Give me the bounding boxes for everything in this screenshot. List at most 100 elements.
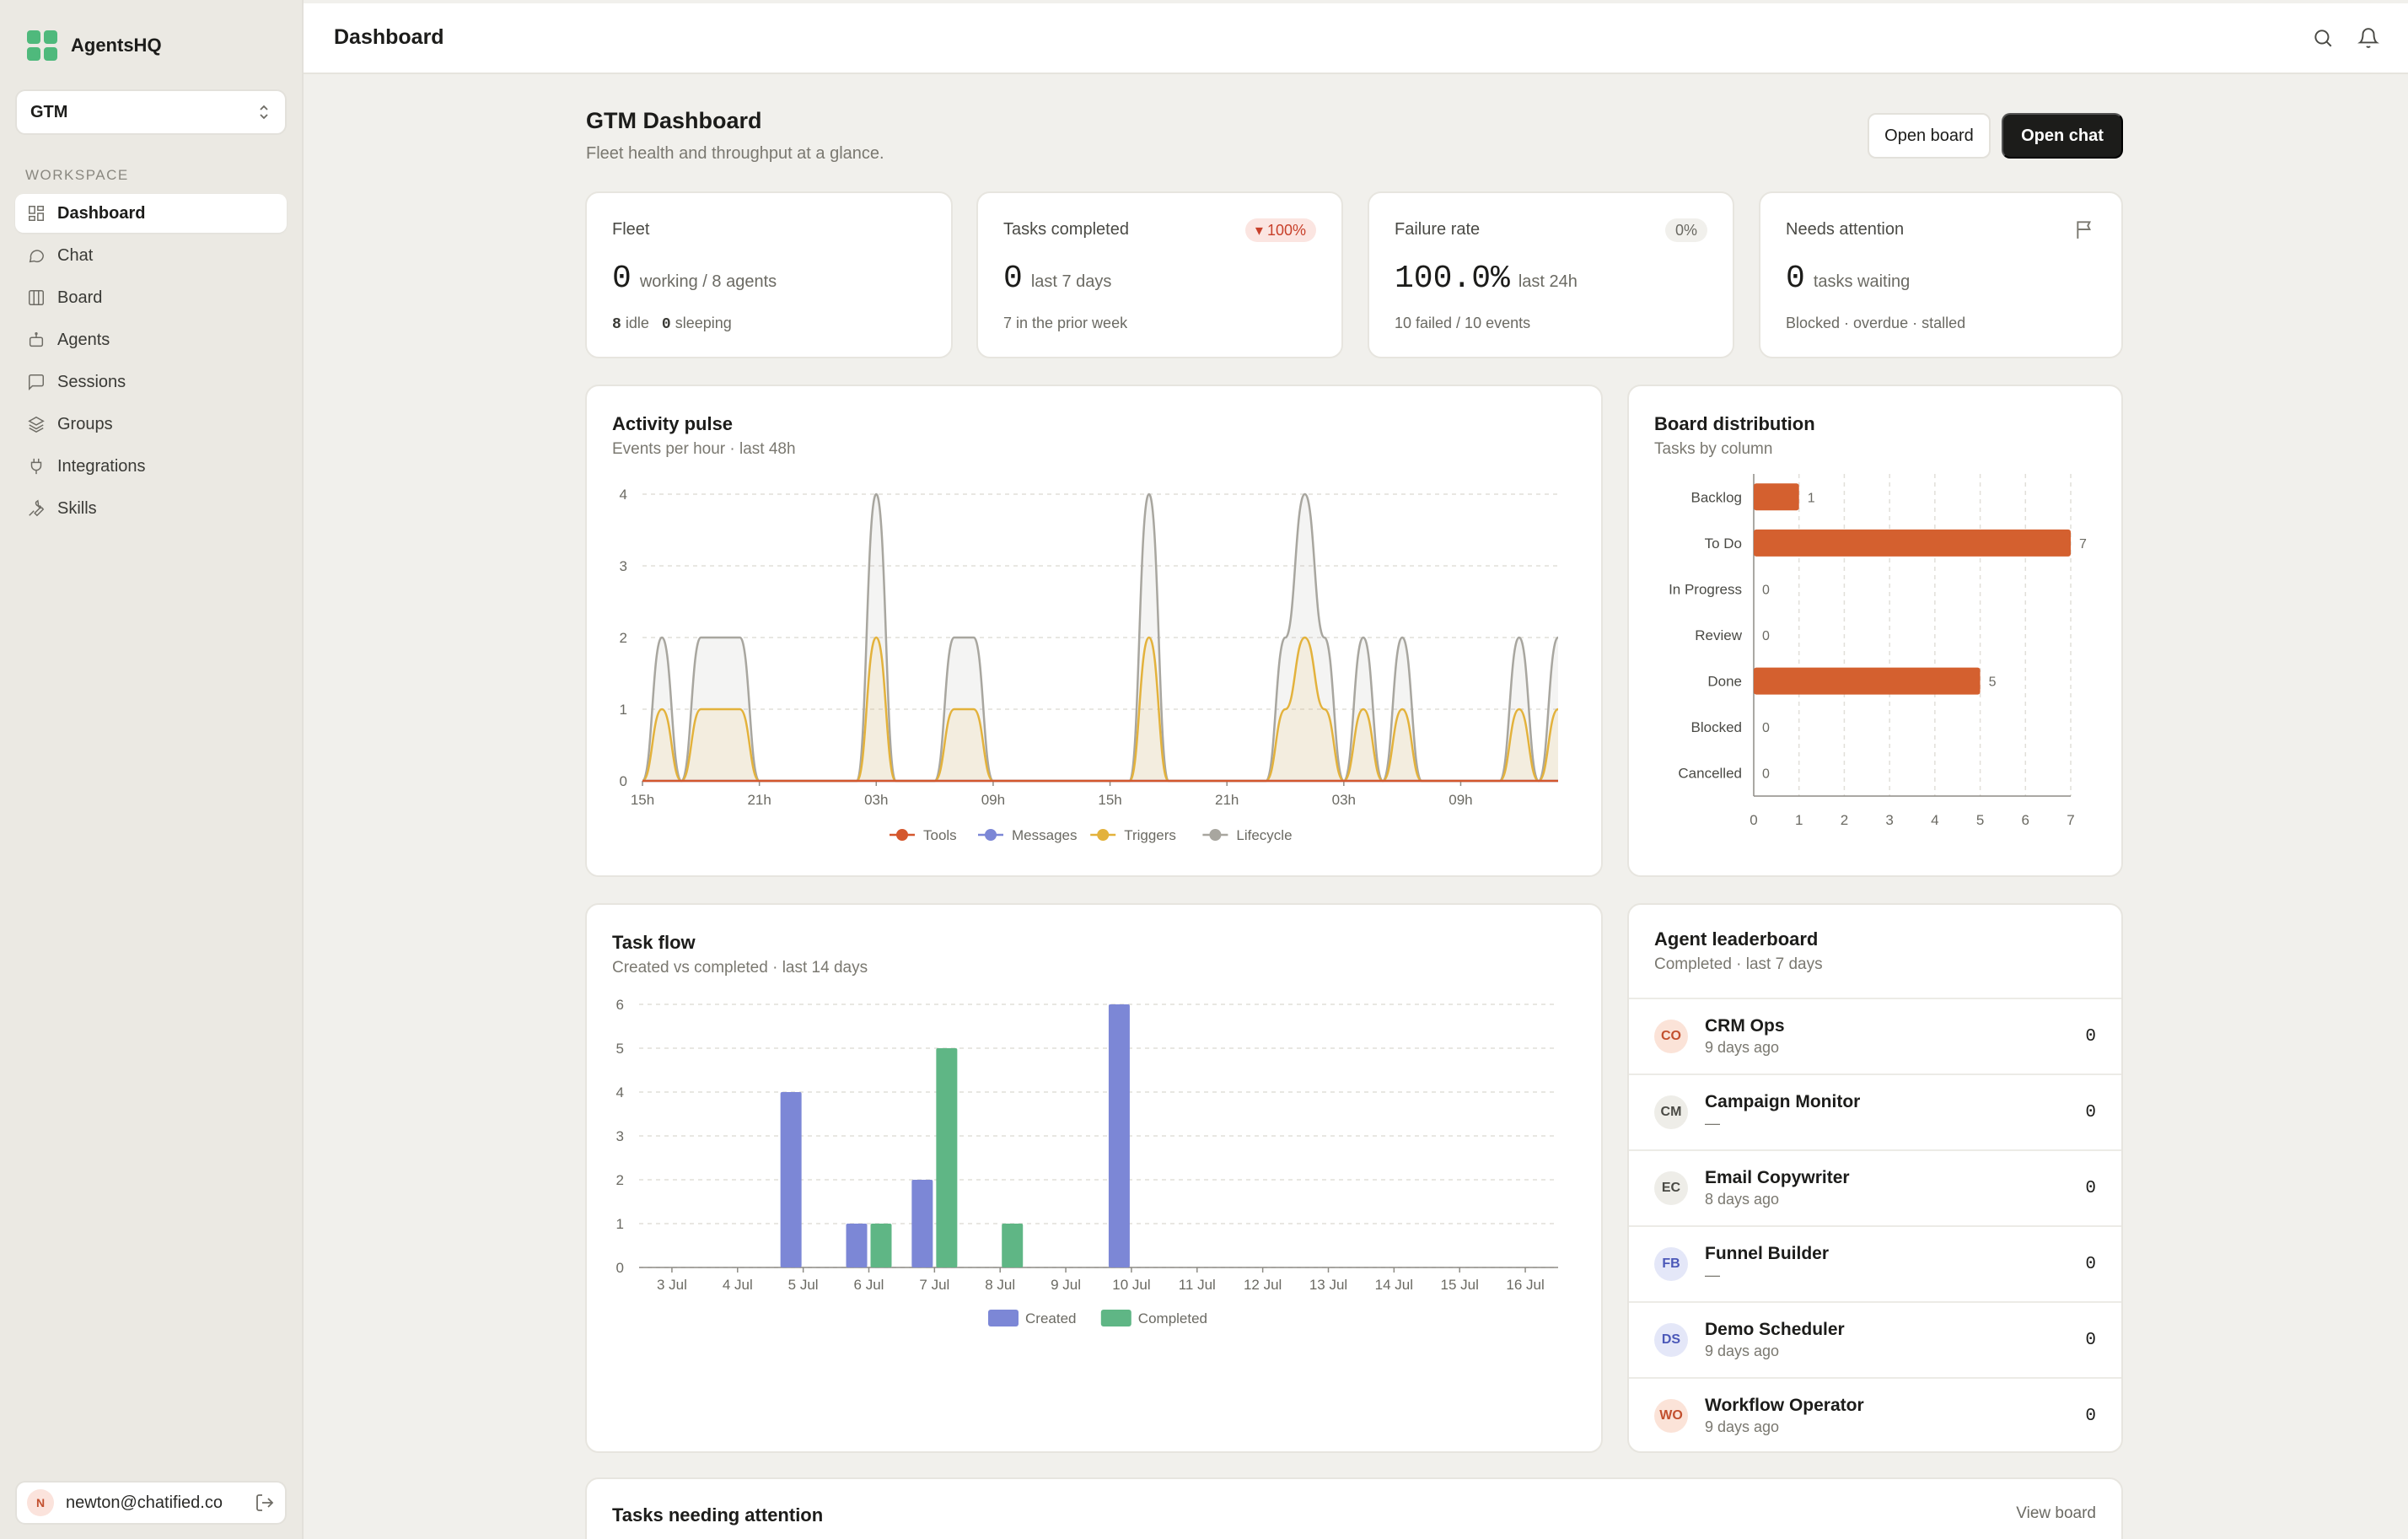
agent-score: 0 [2085, 1406, 2096, 1426]
sidebar-item-chat[interactable]: Chat [15, 236, 287, 275]
message-square-icon [29, 374, 44, 391]
stat-unit: last 24h [1518, 272, 1578, 291]
activity-pulse-card: Activity pulse Events per hour · last 48… [585, 385, 1603, 877]
card-subtitle: Created vs completed · last 14 days [612, 959, 868, 977]
sidebar-item-skills[interactable]: Skills [15, 489, 287, 528]
x-tick-label: 15h [1098, 792, 1121, 808]
search-icon [2314, 30, 2332, 47]
agent-info: Funnel Builder — [1705, 1244, 1829, 1284]
stat-footer: 8 idle 0 sleeping [612, 315, 732, 333]
legend-marker [1097, 829, 1110, 841]
chat-icon [29, 250, 44, 263]
leaderboard-row[interactable]: FB Funnel Builder — 0 [1629, 1225, 2121, 1301]
page-subtitle: Fleet health and throughput at a glance. [586, 144, 884, 163]
x-tick-label: 10 Jul [1112, 1277, 1150, 1293]
bar-created [1108, 1004, 1130, 1267]
bar [1754, 667, 1981, 695]
chevron-up-down-icon [260, 105, 268, 120]
category-label: To Do [1705, 535, 1742, 552]
agent-last-active: — [1705, 1115, 1720, 1132]
leaderboard-row[interactable]: CO CRM Ops 9 days ago 0 [1629, 998, 2121, 1074]
agent-avatar: DS [1654, 1323, 1688, 1357]
sidebar-item-label: Groups [57, 414, 113, 433]
idle-count: 8 [612, 316, 621, 333]
brand[interactable]: AgentsHQ [27, 30, 162, 61]
notifications-button[interactable] [2357, 27, 2381, 51]
legend-label: Created [1025, 1310, 1076, 1326]
agent-last-active: — [1705, 1267, 1720, 1283]
bar [1754, 483, 1799, 511]
legend-marker [985, 829, 997, 841]
x-tick-label: 6 [2022, 812, 2029, 828]
sidebar-item-sessions[interactable]: Sessions [15, 363, 287, 401]
y-tick-label: 3 [616, 1128, 624, 1144]
header-title: Dashboard [334, 25, 444, 49]
card-title: Agent leaderboard [1654, 928, 1819, 950]
x-tick-label: 1 [1795, 812, 1803, 828]
data-label: 7 [2079, 537, 2087, 552]
flag-icon [2074, 218, 2096, 240]
leaderboard-row[interactable]: WO Workflow Operator 9 days ago 0 [1629, 1377, 2121, 1451]
layers-icon [28, 416, 45, 433]
view-board-link[interactable]: View board [2016, 1504, 2096, 1522]
agent-name: Demo Scheduler [1705, 1320, 1845, 1339]
sidebar-item-dashboard[interactable]: Dashboard [15, 194, 287, 233]
idle-label: idle [625, 315, 649, 331]
agent-avatar: CM [1654, 1095, 1688, 1129]
stat-unit: working / 8 agents [639, 272, 777, 291]
sidebar-item-agents[interactable]: Agents [15, 320, 287, 359]
sidebar-item-board[interactable]: Board [15, 278, 287, 317]
activity-pulse-chart: 0 1 2 3 4 15h 21h 03h 09h 15h 21h 03h 09h Tools Messag… [620, 487, 1560, 843]
stat-footer: 7 in the prior week [1003, 315, 1128, 331]
x-tick-label: 8 Jul [985, 1277, 1015, 1293]
sidebar-item-label: Integrations [57, 456, 146, 476]
board-distribution-card: Board distribution Tasks by column 0 1 2 3 4… [1627, 385, 2123, 877]
x-tick-label: 3 Jul [657, 1277, 687, 1293]
leaderboard-row[interactable]: DS Demo Scheduler 9 days ago 0 [1629, 1301, 2121, 1377]
x-tick-label: 11 Jul [1179, 1277, 1216, 1293]
leaderboard-row[interactable]: EC Email Copywriter 8 days ago 0 [1629, 1149, 2121, 1225]
sidebar-item-label: Sessions [57, 372, 126, 391]
x-tick-label: 21h [747, 792, 771, 808]
y-tick-label: 2 [620, 630, 627, 646]
legend-item-triggers: Triggers [1090, 827, 1176, 843]
search-button[interactable] [2312, 27, 2335, 51]
logout-icon[interactable] [255, 1493, 275, 1513]
agent-name: Campaign Monitor [1705, 1092, 1861, 1111]
legend-item-messages: Messages [978, 827, 1077, 843]
card-subtitle: Events per hour · last 48h [612, 440, 796, 458]
sleeping-count: 0 [661, 316, 671, 333]
x-tick-label: 13 Jul [1309, 1277, 1347, 1293]
category-label: Review [1695, 627, 1742, 643]
user-menu[interactable]: N newton@chatified.co [15, 1481, 287, 1525]
y-tick-label: 4 [616, 1084, 624, 1100]
series-area-triggers [642, 638, 1558, 781]
agent-score: 0 [2085, 1254, 2096, 1274]
open-chat-button[interactable]: Open chat [2002, 113, 2123, 159]
task-flow-chart: 0 1 2 3 4 5 6 3 Jul 4 Jul 5 Jul 6 Jul 7 Jul 8 Jul 9 J… [616, 997, 1558, 1326]
bar [1754, 529, 2071, 557]
app-logo-icon [27, 30, 57, 61]
leaderboard-row[interactable]: CM Campaign Monitor — 0 [1629, 1074, 2121, 1149]
sidebar-item-integrations[interactable]: Integrations [15, 447, 287, 486]
bar-completed [936, 1048, 958, 1267]
data-label: 1 [1808, 491, 1815, 505]
task-flow-card: Task flow Created vs completed · last 14… [585, 903, 1603, 1453]
needs-attention-card: Needs attention 0 tasks waiting Blocked ·… [1759, 191, 2123, 358]
agent-score: 0 [2085, 1178, 2096, 1198]
legend-swatch [1100, 1310, 1131, 1326]
sidebar-item-groups[interactable]: Groups [15, 405, 287, 444]
workspace-selector[interactable]: GTM [15, 89, 287, 135]
card-title: Tasks needing attention [612, 1504, 824, 1526]
agent-last-active: 8 days ago [1705, 1191, 1780, 1208]
legend-marker [896, 829, 908, 841]
data-label: 0 [1762, 629, 1770, 643]
open-board-button[interactable]: Open board [1868, 113, 1991, 159]
fleet-card: Fleet 0 working / 8 agents 8 idle 0 sleep… [585, 191, 953, 358]
legend-swatch [988, 1310, 1019, 1326]
x-tick-label: 4 [1931, 812, 1938, 828]
data-label: 0 [1762, 583, 1770, 597]
agent-name: Funnel Builder [1705, 1244, 1829, 1263]
sleeping-label: sleeping [675, 315, 732, 331]
agent-avatar: EC [1654, 1171, 1688, 1205]
